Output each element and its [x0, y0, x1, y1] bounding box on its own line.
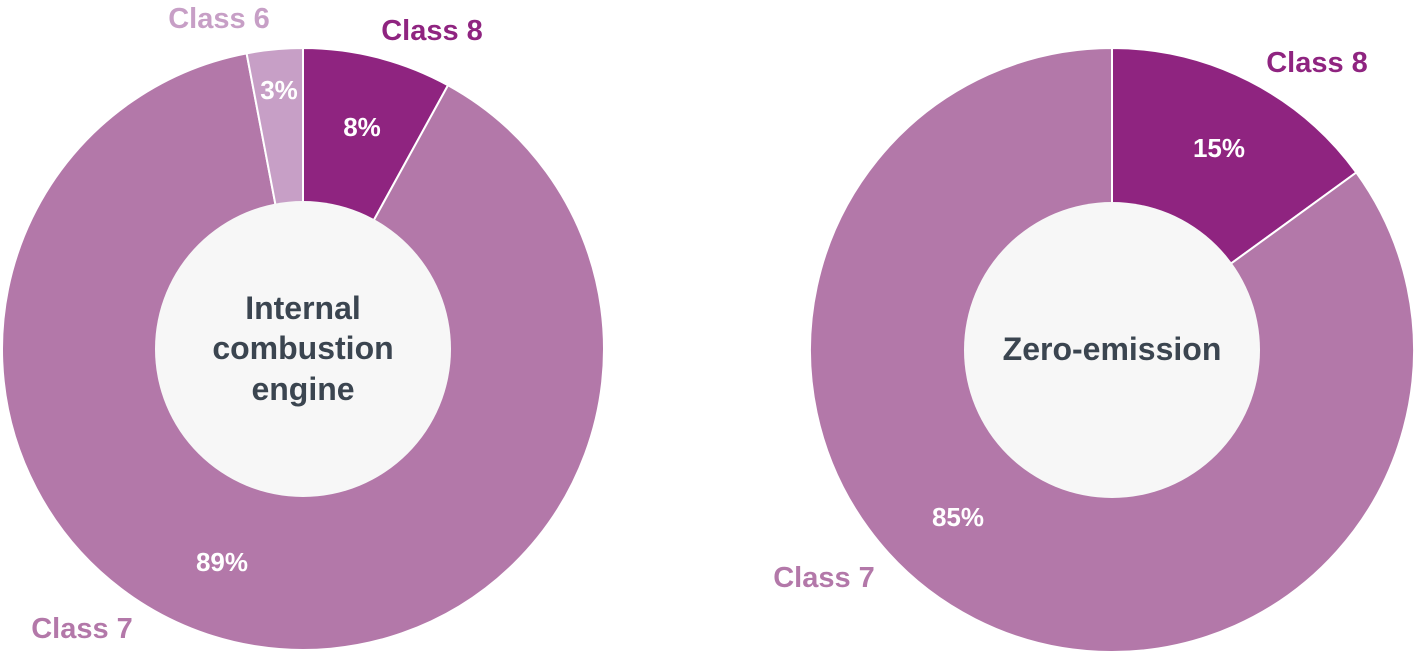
- data-label: 89%: [196, 547, 248, 577]
- center-label: Zero-emission: [1003, 331, 1222, 367]
- ice-donut-chart: Internal combustion engine 8% Class 8 89% Clas…: [1, 3, 605, 651]
- category-label: Class 7: [773, 562, 875, 594]
- category-label: Class 8: [381, 15, 483, 47]
- data-label: 8%: [343, 112, 381, 142]
- category-label: Class 8: [1266, 47, 1368, 79]
- data-label: 85%: [932, 502, 984, 532]
- data-label: 15%: [1193, 133, 1245, 163]
- center-label: engine: [251, 371, 354, 407]
- center-label: Internal: [245, 290, 361, 326]
- data-label: 3%: [260, 75, 298, 105]
- donut-center: [964, 202, 1260, 498]
- donut-center: [155, 201, 451, 497]
- zero-emission-donut-chart: Zero-emission 15% Class 8 85% Class 7: [773, 46, 1415, 653]
- center-label: combustion: [212, 330, 393, 366]
- category-label: Class 7: [31, 613, 133, 645]
- category-label: Class 6: [168, 3, 270, 35]
